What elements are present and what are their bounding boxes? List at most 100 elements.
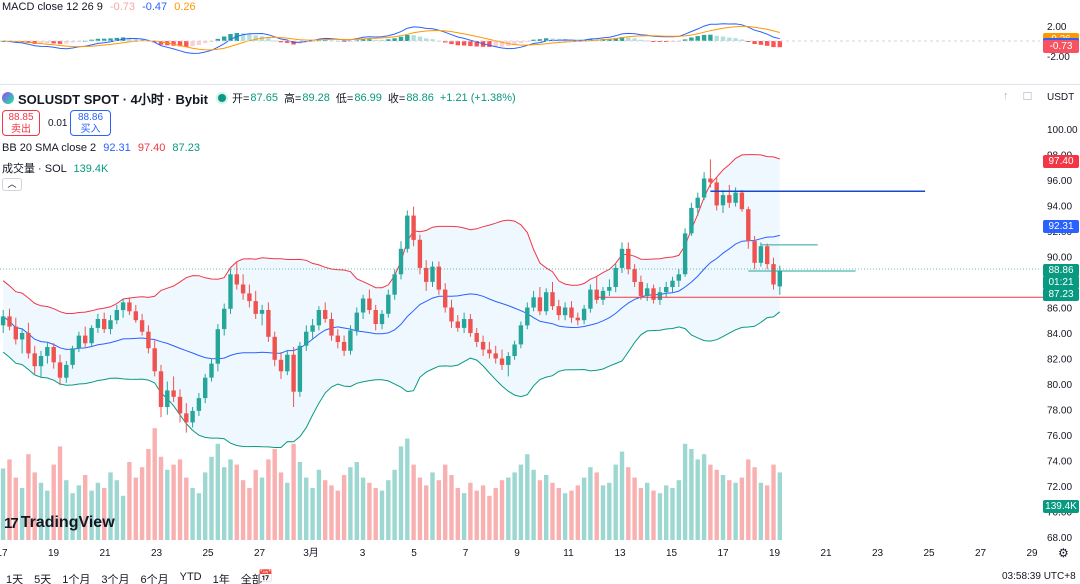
volume-bar (335, 490, 340, 540)
price-tag[interactable]: 87.23 (1043, 287, 1079, 301)
macd-legend[interactable]: MACD close 12 26 9 -0.73 -0.47 0.26 (2, 1, 196, 13)
time-tick-label: 27 (975, 548, 987, 559)
volume-bar (544, 475, 549, 540)
symbol-title[interactable]: SOLUSDT SPOT · 4小时 · Bybit (18, 91, 208, 107)
collapse-legend-button[interactable]: ︿ (2, 178, 22, 191)
range-button[interactable]: 1个月 (62, 574, 91, 584)
candle-body (152, 348, 157, 372)
volume-bar (89, 490, 94, 540)
candle-body (335, 335, 340, 342)
range-button[interactable]: YTD (179, 571, 202, 583)
volume-bar (575, 485, 580, 540)
horizontal-levels[interactable] (596, 190, 1043, 298)
candle-body (474, 333, 479, 342)
volume-bar (518, 464, 524, 540)
macd-hist-bar (771, 41, 776, 48)
volume-bar (266, 459, 271, 540)
candle-body (562, 307, 568, 316)
volume-legend[interactable]: 成交量 · SOL 139.4K (2, 160, 108, 176)
price-tag[interactable]: 97.40 (1043, 155, 1079, 169)
macd-hist-bar (278, 41, 284, 43)
macd-hist-bar (544, 38, 549, 41)
buy-button[interactable]: 88.86 买入 (70, 110, 111, 136)
price-tag[interactable]: 92.31 (1043, 220, 1079, 234)
macd-hist-bar (682, 39, 688, 41)
volume-bar (525, 454, 530, 540)
time-axis[interactable]: 17 19 21 23 25 27 3月 3 5 7 9 11 13 15 17 19 21 23 25 27 29 (0, 547, 1038, 559)
volume-bar (70, 493, 75, 540)
macd-hist-bar (379, 39, 385, 41)
candle-body (771, 264, 776, 285)
volume-bar (133, 477, 138, 540)
high-value: 89.28 (302, 92, 330, 104)
candle-body (468, 319, 473, 333)
candle-body (310, 325, 315, 332)
arrow-up-icon[interactable]: ↑ (1003, 90, 1009, 102)
volume-bar (651, 490, 656, 540)
calendar-icon[interactable]: 📅 (258, 569, 273, 583)
gear-icon[interactable]: ⚙ (1058, 546, 1069, 560)
candle-body (398, 248, 404, 275)
volume-bar (461, 493, 467, 540)
candle-body (19, 333, 25, 340)
candle-body (203, 377, 208, 399)
candle-body (45, 347, 50, 356)
candle-body (430, 266, 435, 282)
macd-tick-label: 2.00 (1047, 22, 1067, 33)
volume-bar (531, 469, 536, 540)
volume-bar (701, 454, 707, 540)
volume-bar (607, 482, 612, 540)
range-button[interactable]: 6个月 (140, 574, 169, 584)
market-open-status-icon (217, 94, 226, 102)
macd-hist-bar (695, 36, 700, 41)
volume-bar (664, 485, 669, 540)
range-button[interactable]: 1年 (212, 574, 230, 584)
tradingview-watermark[interactable]: 17 TradingView (4, 514, 115, 532)
candle-body (619, 248, 625, 268)
volume-bar (645, 482, 650, 540)
volume-bar (165, 469, 170, 540)
range-button[interactable]: 全部 (240, 574, 263, 584)
clock-readout[interactable]: 03:58:39 UTC+8 (1002, 571, 1076, 582)
close-value: 88.86 (406, 92, 434, 104)
macd-hist-bar (133, 38, 138, 41)
price-tag[interactable]: 88.86 (1043, 264, 1079, 278)
range-button[interactable]: 3个月 (101, 574, 130, 584)
bb-upper-value: 97.40 (137, 142, 166, 154)
chevron-up-icon: ︿ (7, 179, 17, 189)
symbol-legend[interactable]: SOLUSDT SPOT · 4小时 · Bybit 开= 87.65 高= 8… (2, 89, 516, 107)
volume-bar (203, 472, 208, 540)
candle-body (701, 178, 707, 198)
price-tag[interactable]: 01:21 (1043, 276, 1079, 290)
macd-axis[interactable]: 2.00 -2.00 (1047, 22, 1070, 63)
maximize-icon[interactable]: ☐ (1022, 91, 1033, 103)
candle-body (588, 289, 593, 309)
range-button[interactable]: 1天 (6, 574, 24, 584)
candle-body (57, 362, 63, 378)
bb-legend[interactable]: BB 20 SMA close 2 92.31 97.40 87.23 (2, 142, 200, 154)
volume-bar (114, 480, 119, 540)
price-tag[interactable]: 139.4K (1043, 499, 1079, 513)
sell-button[interactable]: 88.85 卖出 (2, 110, 40, 136)
candle-body (51, 347, 56, 363)
candle-body (0, 316, 6, 326)
bb-lower-value: 87.23 (172, 142, 200, 154)
macd-hist-bar (70, 41, 75, 43)
macd-hist-bar (461, 41, 467, 46)
volume-legend-title: 成交量 · SOL (2, 163, 67, 175)
candle-body (411, 215, 416, 240)
candle-body (297, 345, 303, 392)
spread-value: 0.01 (48, 118, 68, 129)
volume-bar (228, 459, 233, 540)
macd-tag[interactable]: -0.73 (1043, 39, 1079, 53)
volume-bar (588, 467, 593, 540)
currency-label[interactable]: USDT (1047, 92, 1075, 103)
range-button[interactable]: 5天 (34, 574, 52, 584)
price-axis[interactable]: 100.0098.0096.0094.0092.0090.0088.0086.0… (1047, 125, 1078, 544)
candle-body (379, 313, 385, 325)
volume-bar (771, 464, 776, 540)
macd-hist-bar (57, 41, 63, 44)
macd-hist-bar (392, 38, 397, 41)
candle-body (455, 321, 460, 328)
